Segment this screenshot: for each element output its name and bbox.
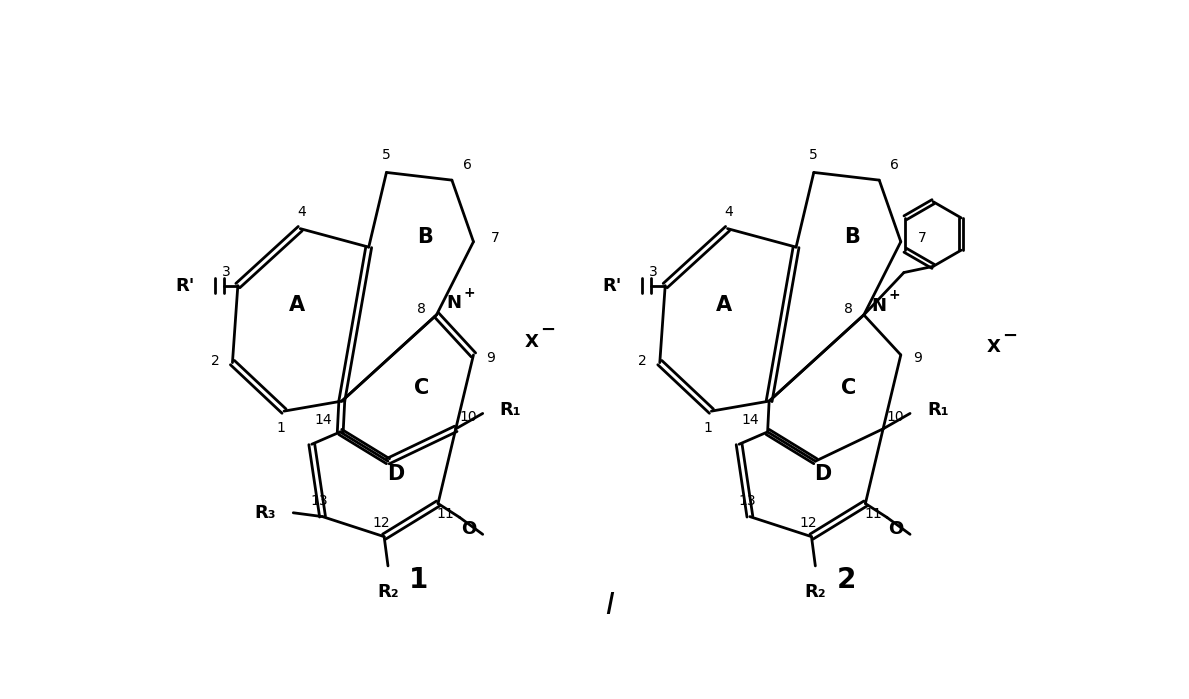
Text: R₁: R₁: [927, 401, 949, 419]
Text: 12: 12: [799, 516, 817, 530]
Text: R₃: R₃: [254, 504, 276, 521]
Text: A: A: [716, 295, 732, 315]
Text: O: O: [461, 521, 477, 538]
Text: B: B: [844, 226, 860, 247]
Text: 2: 2: [836, 565, 856, 593]
Text: −: −: [1002, 326, 1018, 345]
Text: 8: 8: [416, 302, 426, 316]
Text: 3: 3: [222, 265, 231, 279]
Text: 1: 1: [277, 421, 285, 435]
Text: 8: 8: [844, 302, 853, 316]
Text: 7: 7: [491, 231, 499, 245]
Text: A: A: [289, 295, 304, 315]
Text: 6: 6: [463, 158, 472, 172]
Text: N: N: [446, 294, 461, 312]
Text: 5: 5: [810, 148, 818, 162]
Text: 9: 9: [486, 351, 495, 365]
Text: 11: 11: [436, 507, 454, 521]
Text: X: X: [986, 338, 1000, 356]
Text: X: X: [524, 333, 539, 351]
Text: D: D: [386, 464, 404, 484]
Text: R': R': [175, 277, 195, 294]
Text: +: +: [889, 288, 900, 302]
Text: +: +: [463, 286, 474, 300]
Text: 2: 2: [638, 354, 647, 368]
Text: 12: 12: [372, 516, 390, 530]
Text: 11: 11: [864, 507, 882, 521]
Text: I: I: [605, 591, 615, 620]
Text: 5: 5: [382, 148, 391, 162]
Text: R₂: R₂: [377, 583, 398, 601]
Text: 14: 14: [315, 413, 332, 427]
Text: 10: 10: [459, 410, 477, 424]
Text: R': R': [603, 277, 622, 294]
Text: 10: 10: [887, 410, 904, 424]
Text: 1: 1: [409, 565, 428, 593]
Text: D: D: [814, 464, 831, 484]
Text: B: B: [417, 226, 433, 247]
Text: C: C: [841, 378, 856, 398]
Text: 1: 1: [704, 421, 712, 435]
Text: O: O: [888, 521, 904, 538]
Text: R₂: R₂: [805, 583, 826, 601]
Text: 2: 2: [212, 354, 220, 368]
Text: 13: 13: [738, 494, 756, 508]
Text: 7: 7: [918, 231, 926, 245]
Text: 14: 14: [742, 413, 760, 427]
Text: 6: 6: [891, 158, 899, 172]
Text: 9: 9: [913, 351, 923, 365]
Text: 3: 3: [649, 265, 658, 279]
Text: 13: 13: [310, 494, 328, 508]
Text: 4: 4: [297, 205, 306, 219]
Text: N: N: [872, 296, 887, 315]
Text: R₁: R₁: [499, 401, 521, 419]
Text: −: −: [541, 322, 555, 339]
Text: C: C: [414, 378, 429, 398]
Text: 4: 4: [725, 205, 734, 219]
